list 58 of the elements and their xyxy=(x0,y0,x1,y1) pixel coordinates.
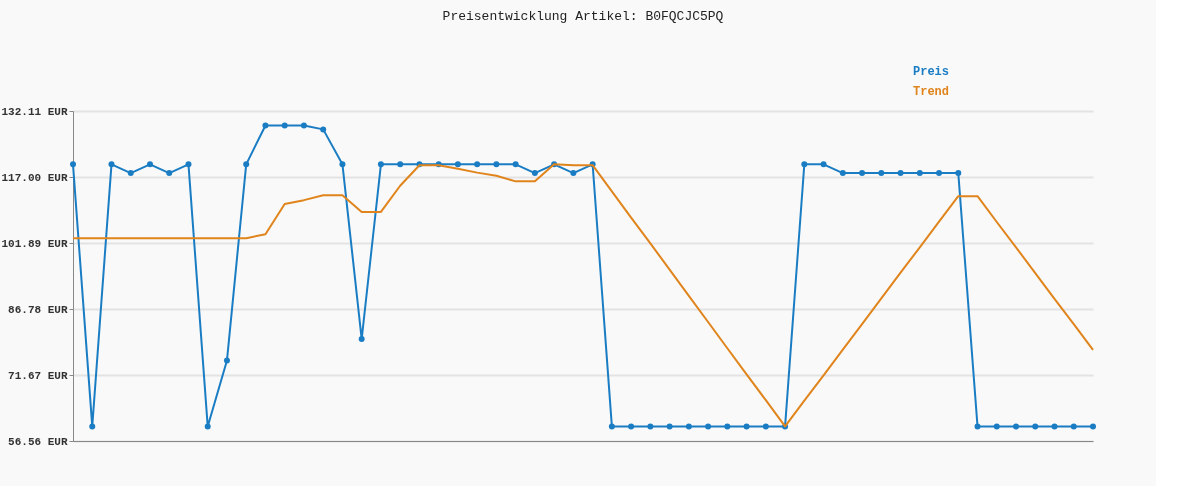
point xyxy=(705,423,712,430)
point xyxy=(839,170,846,177)
point xyxy=(762,423,769,430)
point xyxy=(108,161,115,168)
point xyxy=(743,423,750,430)
point xyxy=(243,161,250,168)
text: Preis xyxy=(913,65,950,79)
y-tick-label: 117.00 EUR xyxy=(1,171,68,184)
point xyxy=(724,423,731,430)
point xyxy=(127,170,134,177)
point xyxy=(974,423,981,430)
y-tick-label: 101.89 EUR xyxy=(1,237,68,250)
point xyxy=(146,161,153,168)
point xyxy=(1090,423,1096,430)
point xyxy=(185,161,192,168)
point xyxy=(339,161,346,168)
point xyxy=(608,423,615,430)
point xyxy=(628,423,635,430)
point xyxy=(936,170,943,177)
point xyxy=(223,357,230,364)
point xyxy=(647,423,654,430)
point xyxy=(493,161,500,168)
point xyxy=(1051,423,1058,430)
point xyxy=(454,161,461,168)
point xyxy=(570,170,577,177)
chart-title: Preisentwicklung Artikel: B0FQCJC5PQ xyxy=(442,9,724,24)
point xyxy=(397,161,404,168)
point xyxy=(166,170,173,177)
point xyxy=(685,423,692,430)
point xyxy=(993,423,1000,430)
point xyxy=(70,161,76,168)
point xyxy=(300,122,307,129)
point xyxy=(531,170,538,177)
point xyxy=(916,170,923,177)
point xyxy=(474,161,481,168)
point xyxy=(1070,423,1077,430)
y-tick-label: 132.11 EUR xyxy=(1,105,68,118)
y-tick-label: 71.67 EUR xyxy=(8,369,68,382)
point xyxy=(1013,423,1020,430)
point xyxy=(801,161,808,168)
point xyxy=(281,122,288,129)
y-tick-label: 56.56 EUR xyxy=(8,435,68,448)
point xyxy=(666,423,673,430)
point xyxy=(512,161,519,168)
point xyxy=(89,423,96,430)
point xyxy=(878,170,885,177)
point xyxy=(1032,423,1039,430)
point xyxy=(358,336,365,343)
text: Trend xyxy=(913,85,950,99)
point xyxy=(955,170,962,177)
point xyxy=(377,161,384,168)
point xyxy=(320,126,327,133)
point xyxy=(897,170,904,177)
point xyxy=(204,423,211,430)
point xyxy=(262,122,269,129)
point xyxy=(820,161,827,168)
y-tick-label: 86.78 EUR xyxy=(8,303,68,316)
point xyxy=(859,170,866,177)
